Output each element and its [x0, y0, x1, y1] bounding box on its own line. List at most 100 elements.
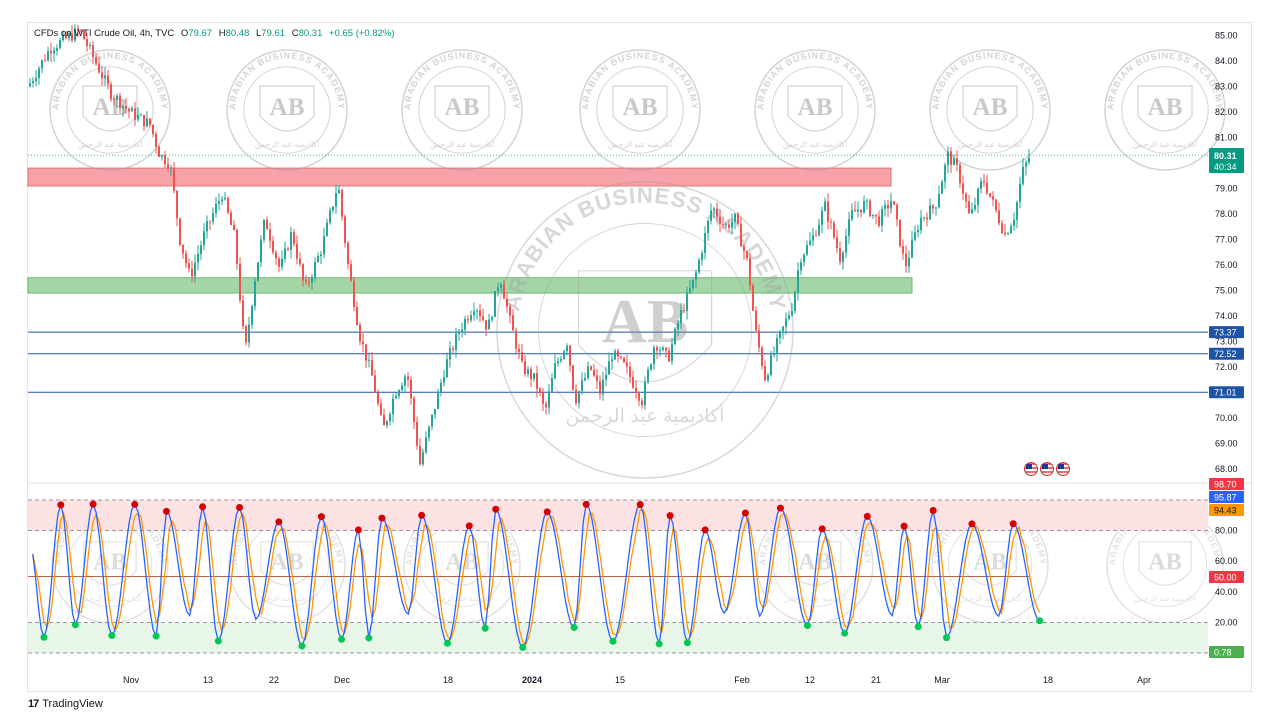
watermark-arabic-text: أكاديمية عبد الرحمن: [79, 592, 141, 603]
candle-body: [287, 248, 289, 250]
candle-body: [770, 354, 772, 375]
oversold-signal-dot: [943, 634, 951, 642]
candle-body: [305, 280, 307, 283]
candle-body: [338, 190, 340, 194]
candle-body: [509, 306, 511, 316]
candle-body: [230, 212, 232, 226]
candle-body: [92, 44, 94, 57]
candle-body: [596, 375, 598, 382]
candle-body: [614, 351, 616, 360]
overbought-signal-dot: [818, 525, 826, 533]
candle-body: [413, 398, 415, 422]
candle-body: [1004, 232, 1006, 235]
candle-body: [353, 280, 355, 308]
candle-body: [371, 360, 373, 376]
candle-body: [206, 221, 208, 232]
candle-body: [116, 95, 118, 100]
candle-body: [176, 190, 178, 219]
candle-body: [686, 292, 688, 311]
candle-body: [77, 28, 79, 31]
candle-body: [881, 208, 883, 226]
price-axis-tick: 85.00: [1215, 31, 1238, 41]
candle-body: [86, 39, 88, 46]
candle-body: [419, 445, 421, 465]
oversold-signal-dot: [519, 643, 527, 651]
candle-body: [860, 209, 862, 213]
candle-body: [902, 246, 904, 254]
candle-body: [578, 391, 580, 404]
time-axis-tick: Feb: [734, 675, 750, 685]
us-flag-icon[interactable]: [1024, 462, 1038, 476]
candle-body: [320, 254, 322, 256]
candle-body: [476, 310, 478, 312]
candle-body: [689, 288, 691, 293]
candle-body: [308, 282, 310, 284]
candle-body: [806, 244, 808, 255]
candle-body: [329, 210, 331, 223]
oversold-signal-dot: [804, 622, 812, 630]
candle-body: [227, 197, 229, 213]
high-label: H: [218, 28, 226, 39]
candle-body: [875, 214, 877, 217]
watermark-ring: [226, 49, 348, 171]
overbought-signal-dot: [199, 503, 207, 511]
watermark-shield: [434, 85, 490, 132]
time-axis-tick: 2024: [522, 675, 542, 685]
candle-body: [410, 379, 412, 399]
stoch-k-line: [32, 502, 1041, 649]
symbol-title[interactable]: CFDs on WTI Crude Oil, 4h, TVC: [34, 28, 175, 39]
candle-body: [44, 60, 46, 62]
candle-body: [755, 310, 757, 331]
candle-body: [347, 242, 349, 265]
candle-body: [836, 237, 838, 249]
candle-body: [443, 377, 445, 383]
oscillator-value-badge: [1209, 491, 1244, 503]
tradingview-footer[interactable]: 17 TradingView: [28, 698, 103, 710]
us-flag-icon[interactable]: [1040, 462, 1054, 476]
candle-body: [869, 200, 871, 217]
candle-body: [695, 272, 697, 280]
candle-body: [809, 240, 811, 245]
candle-body: [437, 391, 439, 409]
candle-body: [122, 105, 124, 109]
candle-body: [908, 257, 910, 267]
candle-body: [680, 310, 682, 324]
oscillator-axis-tick: 40.00: [1215, 587, 1238, 597]
candle-body: [563, 351, 565, 359]
overbought-signal-dot: [418, 511, 426, 519]
candle-body: [791, 310, 793, 316]
candle-body: [959, 164, 961, 184]
watermark-ring: [771, 66, 859, 154]
candle-body: [623, 357, 625, 363]
candle-body: [89, 44, 91, 46]
candle-body: [260, 239, 262, 263]
economic-events[interactable]: [1024, 462, 1070, 476]
candle-body: [842, 252, 844, 262]
candle-body: [158, 146, 160, 157]
candle-body: [851, 210, 853, 220]
overbought-signal-dot: [929, 506, 937, 514]
overbought-signal-dot: [741, 509, 749, 517]
candle-body: [953, 158, 955, 165]
oversold-signal-dot: [481, 624, 489, 632]
candle-body: [485, 320, 487, 330]
candle-body: [284, 248, 286, 259]
candle-body: [164, 155, 166, 165]
candle-body: [923, 217, 925, 219]
candle-body: [518, 348, 520, 353]
candle-body: [395, 396, 397, 399]
candle-body: [254, 280, 256, 306]
watermark-arabic-text: أكاديمية عبد الرحمن: [430, 138, 494, 149]
candle-body: [290, 232, 292, 250]
us-flag-icon[interactable]: [1056, 462, 1070, 476]
overbought-signal-dot: [57, 501, 65, 509]
time-axis-tick: Dec: [334, 675, 351, 685]
candle-body: [137, 115, 139, 120]
candle-body: [374, 375, 376, 393]
time-axis-tick: 21: [871, 675, 881, 685]
candle-body: [725, 224, 727, 226]
oscillator-value-label: 50.00: [1214, 573, 1237, 583]
candle-body: [488, 319, 490, 330]
price-axis-tick: 68.00: [1215, 464, 1238, 474]
